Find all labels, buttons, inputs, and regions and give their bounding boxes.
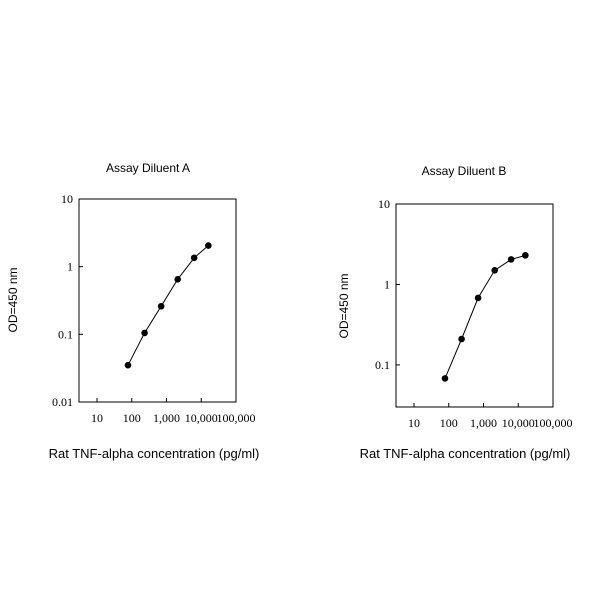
- data-point: [491, 266, 498, 274]
- y-tick-label: 10: [378, 197, 390, 211]
- x-tick-label: 1,000: [153, 411, 180, 425]
- chart-title-b: Assay Diluent B: [422, 164, 507, 178]
- series-a: [124, 242, 212, 369]
- x-tick-label: 1,000: [470, 416, 497, 430]
- x-tick-label: 10: [408, 416, 420, 430]
- x-tick-label: 10,000: [185, 411, 218, 425]
- data-point: [141, 329, 148, 337]
- data-point: [157, 302, 165, 310]
- data-point: [458, 335, 465, 343]
- y-ticks-a: 0.01 0.1 1 10: [52, 192, 83, 409]
- y-tick-label: 10: [61, 192, 73, 206]
- chart-title-a: Assay Diluent A: [106, 161, 190, 175]
- series-b: [441, 252, 529, 382]
- y-ticks-b: 0.1 1 10: [375, 197, 400, 372]
- data-point: [205, 242, 212, 249]
- y-tick-label: 1: [67, 260, 73, 274]
- x-axis-label-b: Rat TNF-alpha concentration (pg/ml): [360, 446, 571, 461]
- chart-panel-b: Assay Diluent B 10 100 1,000 10,000100,000 …: [337, 164, 573, 461]
- data-point: [441, 375, 449, 382]
- data-point: [174, 276, 181, 283]
- data-point: [474, 294, 482, 302]
- x-tick-label: 10,000: [502, 416, 535, 430]
- y-tick-label: 0.01: [52, 395, 73, 409]
- y-tick-label: 0.1: [58, 327, 73, 341]
- data-point: [124, 361, 132, 369]
- plot-frame-b: [395, 203, 554, 408]
- x-tick-label: 100,000: [217, 411, 256, 425]
- y-axis-label-a: OD=450 nm: [6, 267, 20, 332]
- data-point: [507, 256, 515, 263]
- y-tick-label: 0.1: [375, 358, 390, 372]
- x-tick-label: 100: [123, 411, 141, 425]
- data-point: [190, 254, 198, 262]
- x-axis-label-a: Rat TNF-alpha concentration (pg/ml): [49, 446, 260, 461]
- x-tick-label: 100,000: [534, 416, 573, 430]
- x-tick-label: 100: [440, 416, 458, 430]
- x-tick-label: 10: [91, 411, 103, 425]
- y-tick-label: 1: [384, 277, 390, 291]
- chart-panel-a: Assay Diluent A 10 100 1,000 10,000100,000 …: [6, 161, 259, 461]
- y-axis-label-b: OD=450 nm: [337, 273, 351, 338]
- plot-frame-a: [78, 198, 237, 403]
- data-point: [522, 252, 529, 259]
